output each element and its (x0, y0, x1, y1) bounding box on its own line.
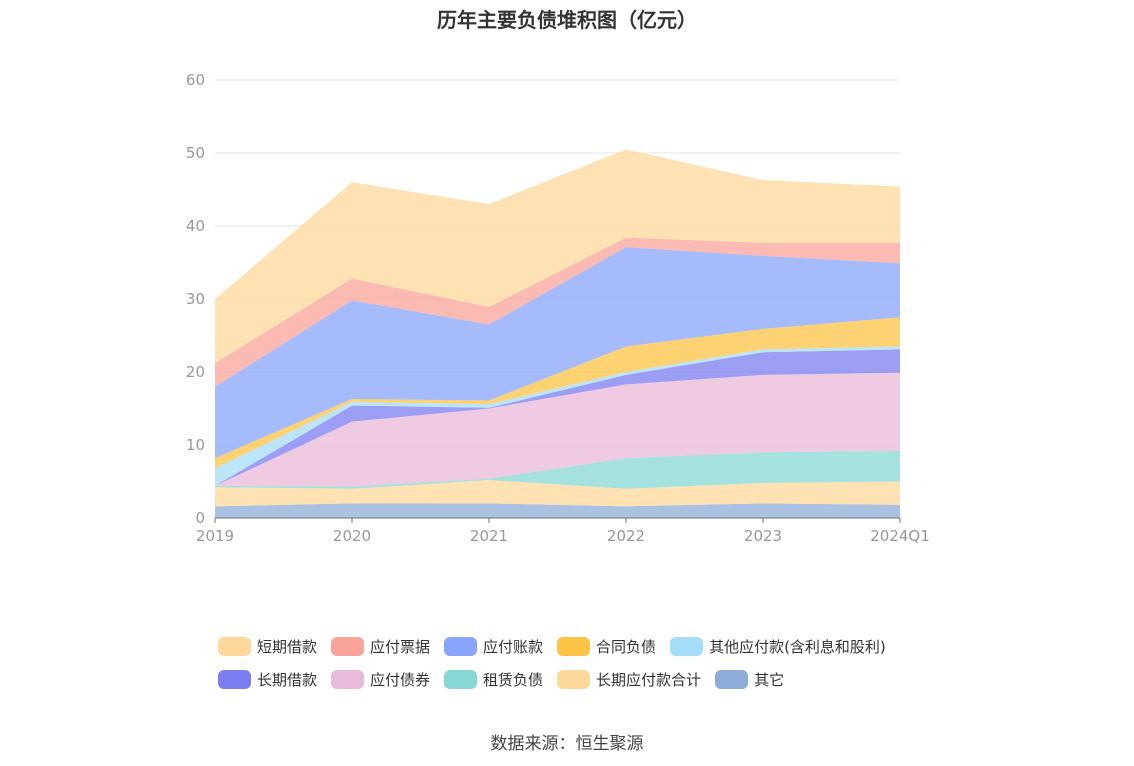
legend-row-1: 短期借款 应付票据 应付账款 合同负债 其他应付款(含利息和股利) (218, 630, 978, 663)
legend-swatch (670, 637, 704, 656)
legend-swatch (715, 670, 749, 689)
series-area (215, 503, 900, 518)
legend-item-other-payables[interactable]: 其他应付款(含利息和股利) (670, 636, 886, 657)
y-tick-label: 10 (186, 436, 205, 454)
legend-swatch (331, 637, 365, 656)
x-tick-label: 2023 (744, 527, 782, 545)
legend-label: 其它 (754, 671, 785, 689)
legend-swatch (557, 670, 591, 689)
legend-label: 合同负债 (596, 638, 657, 656)
legend-label: 应付账款 (483, 638, 544, 656)
y-tick-label: 40 (186, 217, 205, 235)
legend-item-lease-liabilities[interactable]: 租赁负债 (444, 669, 543, 690)
legend-swatch (218, 637, 251, 656)
legend-swatch (218, 670, 251, 689)
legend-label: 短期借款 (257, 638, 318, 656)
legend-label: 长期应付款合计 (596, 671, 702, 689)
x-tick-label: 2019 (196, 527, 234, 545)
stacked-area-chart: 0 10 20 30 40 50 60 2019 2020 2021 2022 2023 2024Q1 (186, 71, 930, 545)
chart-title: 历年主要负债堆积图（亿元） (437, 8, 697, 32)
series-area (215, 149, 900, 364)
series-area (215, 450, 900, 489)
legend-item-contract-liabilities[interactable]: 合同负债 (557, 636, 656, 657)
legend-item-long-term-payables[interactable]: 长期应付款合计 (557, 669, 701, 690)
y-tick-label: 20 (186, 363, 205, 381)
legend-item-others[interactable]: 其它 (715, 669, 784, 690)
legend-label: 租赁负债 (483, 671, 544, 689)
x-tick-label: 2021 (470, 527, 508, 545)
legend-swatch (444, 670, 478, 689)
legend-swatch (331, 670, 365, 689)
x-tick-label: 2024Q1 (870, 527, 930, 545)
series-area (215, 237, 900, 387)
legend-label: 长期借款 (257, 671, 318, 689)
legend-item-accounts-payable[interactable]: 应付账款 (444, 636, 543, 657)
series-area (215, 349, 900, 486)
legend-item-bonds-payable[interactable]: 应付债券 (331, 669, 430, 690)
x-tick-label: 2020 (333, 527, 371, 545)
legend-item-notes-payable[interactable]: 应付票据 (331, 636, 430, 657)
y-tick-label: 50 (186, 144, 205, 162)
legend-swatch (557, 637, 591, 656)
legend-swatch (444, 637, 478, 656)
series-area (215, 317, 900, 469)
legend-item-long-term-loans[interactable]: 长期借款 (218, 669, 317, 690)
legend: 短期借款 应付票据 应付账款 合同负债 其他应付款(含利息和股利) 长期借款 应… (218, 630, 978, 696)
y-tick-label: 30 (186, 290, 205, 308)
legend-label: 应付债券 (370, 671, 431, 689)
x-tick-label: 2022 (607, 527, 645, 545)
y-tick-label: 0 (195, 509, 205, 527)
series-area (215, 372, 900, 487)
y-tick-label: 60 (186, 71, 205, 89)
legend-item-short-term-loans[interactable]: 短期借款 (218, 636, 317, 657)
legend-row-2: 长期借款 应付债券 租赁负债 长期应付款合计 其它 (218, 663, 978, 696)
data-source-note: 数据来源：恒生聚源 (490, 734, 644, 754)
series-area (215, 480, 900, 507)
legend-label: 其他应付款(含利息和股利) (709, 638, 886, 656)
series-area (215, 247, 900, 459)
legend-label: 应付票据 (370, 638, 431, 656)
